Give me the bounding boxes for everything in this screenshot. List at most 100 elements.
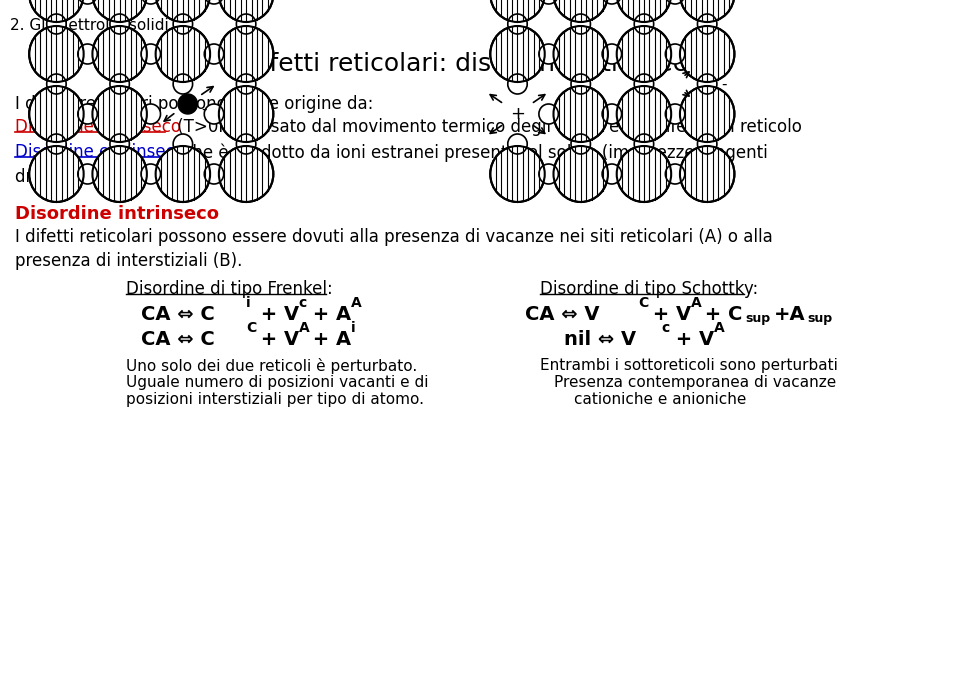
Text: che è prodotto da ioni estranei presenti nel solido (impurezze o agenti: che è prodotto da ioni estranei presenti…	[178, 143, 768, 162]
Text: c: c	[298, 296, 307, 310]
Circle shape	[204, 104, 223, 124]
Text: C: C	[638, 296, 648, 310]
Text: nil ⇔ V: nil ⇔ V	[564, 330, 637, 349]
Text: Uno solo dei due reticoli è perturbato.: Uno solo dei due reticoli è perturbato.	[127, 358, 418, 374]
Circle shape	[507, 74, 527, 94]
Circle shape	[47, 134, 66, 154]
Circle shape	[680, 0, 735, 22]
Text: sup: sup	[745, 312, 770, 325]
Circle shape	[29, 0, 83, 22]
Circle shape	[178, 94, 198, 114]
Circle shape	[666, 104, 685, 124]
Text: Disordine intrinseco: Disordine intrinseco	[14, 118, 180, 136]
Text: Disordine intrinseco: Disordine intrinseco	[14, 205, 219, 223]
Text: i: i	[351, 321, 356, 335]
Text: I difetti reticolari possono essere dovuti alla presenza di vacanze nei siti ret: I difetti reticolari possono essere dovu…	[14, 228, 772, 246]
Text: A: A	[690, 296, 701, 310]
Circle shape	[539, 0, 558, 4]
Circle shape	[539, 164, 558, 184]
Text: c: c	[662, 321, 669, 335]
Circle shape	[236, 14, 256, 34]
Circle shape	[571, 14, 591, 34]
Circle shape	[92, 26, 147, 82]
Text: CA ⇔ C: CA ⇔ C	[141, 330, 215, 349]
Text: Disordine di tipo Schottky:: Disordine di tipo Schottky:	[540, 280, 759, 298]
Circle shape	[602, 104, 621, 124]
Text: + V: + V	[669, 330, 714, 349]
Circle shape	[617, 0, 671, 22]
Circle shape	[236, 74, 256, 94]
Circle shape	[110, 14, 129, 34]
Text: presenza di interstiziali (B).: presenza di interstiziali (B).	[14, 252, 242, 270]
Text: + V: + V	[254, 305, 299, 324]
Text: Entrambi i sottoreticoli sono perturbati: Entrambi i sottoreticoli sono perturbati	[540, 358, 838, 373]
Text: (T>0K) causato dal movimento termico degli atomi e dei difetti nel reticolo: (T>0K) causato dal movimento termico deg…	[173, 118, 802, 136]
Circle shape	[78, 164, 97, 184]
Circle shape	[666, 0, 685, 4]
Circle shape	[697, 134, 717, 154]
Circle shape	[490, 26, 545, 82]
Text: + A: + A	[307, 305, 352, 324]
Circle shape	[219, 86, 273, 142]
Circle shape	[141, 164, 160, 184]
Circle shape	[680, 26, 735, 82]
Circle shape	[219, 26, 273, 82]
Text: + A: + A	[307, 330, 352, 349]
Circle shape	[507, 134, 527, 154]
Text: + V: + V	[646, 305, 691, 324]
Circle shape	[110, 134, 129, 154]
Circle shape	[490, 146, 545, 202]
Circle shape	[155, 146, 210, 202]
Circle shape	[617, 86, 671, 142]
Circle shape	[204, 44, 223, 64]
Text: A: A	[714, 321, 725, 335]
Text: I difetti reticolari: disordine intrinseco: I difetti reticolari: disordine intrinse…	[230, 52, 701, 76]
Text: CA ⇔ V: CA ⇔ V	[526, 305, 599, 324]
Circle shape	[141, 0, 160, 4]
Text: Presenza contemporanea di vacanze: Presenza contemporanea di vacanze	[554, 375, 836, 390]
Circle shape	[697, 14, 717, 34]
Circle shape	[47, 14, 66, 34]
Circle shape	[634, 134, 654, 154]
Circle shape	[219, 0, 273, 22]
Circle shape	[602, 0, 621, 4]
Circle shape	[141, 104, 160, 124]
Circle shape	[155, 26, 210, 82]
Circle shape	[92, 0, 147, 22]
Text: C: C	[246, 321, 256, 335]
Text: A: A	[351, 296, 362, 310]
Circle shape	[141, 44, 160, 64]
Circle shape	[617, 146, 671, 202]
Circle shape	[553, 86, 608, 142]
Circle shape	[29, 26, 83, 82]
Circle shape	[539, 104, 558, 124]
Circle shape	[553, 26, 608, 82]
Circle shape	[78, 104, 97, 124]
Circle shape	[634, 14, 654, 34]
Circle shape	[571, 74, 591, 94]
Circle shape	[553, 146, 608, 202]
Circle shape	[29, 146, 83, 202]
Text: -: -	[721, 77, 727, 92]
Circle shape	[602, 44, 621, 64]
Circle shape	[697, 74, 717, 94]
Circle shape	[666, 44, 685, 64]
Circle shape	[507, 14, 527, 34]
Circle shape	[219, 146, 273, 202]
Circle shape	[47, 74, 66, 94]
Text: droganti nel reticolo).: droganti nel reticolo).	[14, 168, 194, 186]
Circle shape	[204, 0, 223, 4]
Circle shape	[92, 86, 147, 142]
Circle shape	[602, 164, 621, 184]
Text: I difetti reticolari possono avere origine da:: I difetti reticolari possono avere origi…	[14, 95, 373, 113]
Text: CA ⇔ C: CA ⇔ C	[141, 305, 215, 324]
Circle shape	[174, 14, 193, 34]
Text: +: +	[510, 105, 525, 123]
Circle shape	[78, 0, 97, 4]
Circle shape	[204, 164, 223, 184]
Circle shape	[553, 0, 608, 22]
Text: A: A	[298, 321, 310, 335]
Text: i: i	[246, 296, 250, 310]
Circle shape	[78, 44, 97, 64]
Text: posizioni interstiziali per tipo di atomo.: posizioni interstiziali per tipo di atom…	[127, 392, 425, 407]
